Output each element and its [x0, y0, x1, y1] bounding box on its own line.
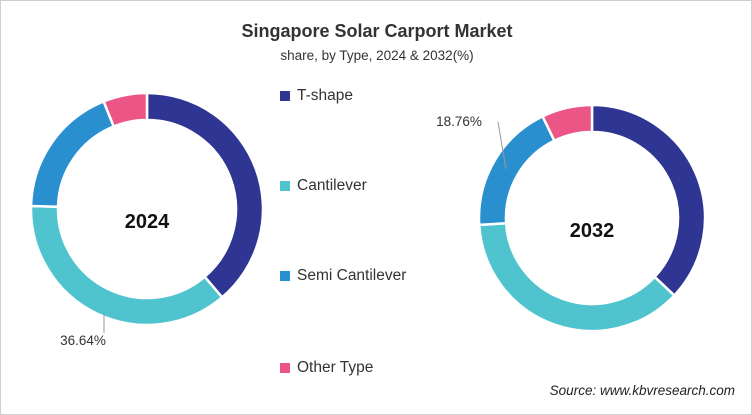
- donut-slice-t-shape: [590, 103, 707, 298]
- legend-swatch: [280, 181, 290, 191]
- center-label: 2024: [125, 211, 170, 233]
- legend-swatch: [280, 271, 290, 281]
- donut-slice-other-type: [102, 91, 149, 129]
- legend-swatch: [280, 363, 290, 373]
- source-note: Source: www.kbvresearch.com: [549, 383, 735, 398]
- legend-label: Semi Cantilever: [297, 267, 407, 284]
- donut-slice-other-type: [540, 103, 594, 143]
- legend-item-t-shape: T-shape: [280, 87, 353, 105]
- chart-subtitle: share, by Type, 2024 & 2032(%): [280, 48, 474, 63]
- donut-slice-semi-cantilever: [477, 114, 557, 227]
- legend-label: Other Type: [297, 359, 374, 376]
- legend-item-semi-cantilever: Semi Cantilever: [280, 267, 406, 285]
- legend-swatch: [280, 91, 290, 101]
- leader-line: [497, 121, 507, 170]
- center-label: 2032: [570, 220, 615, 242]
- data-label: 36.64%: [60, 333, 106, 348]
- donut-slice-semi-cantilever: [29, 99, 116, 208]
- legend-item-other-type: Other Type: [280, 359, 373, 377]
- data-label: 18.76%: [436, 114, 482, 129]
- legend-item-cantilever: Cantilever: [280, 177, 367, 195]
- donut-slice-t-shape: [145, 91, 265, 300]
- legend-label: T-shape: [297, 87, 354, 104]
- chart-title: Singapore Solar Carport Market: [241, 21, 513, 41]
- legend-label: Cantilever: [297, 177, 367, 194]
